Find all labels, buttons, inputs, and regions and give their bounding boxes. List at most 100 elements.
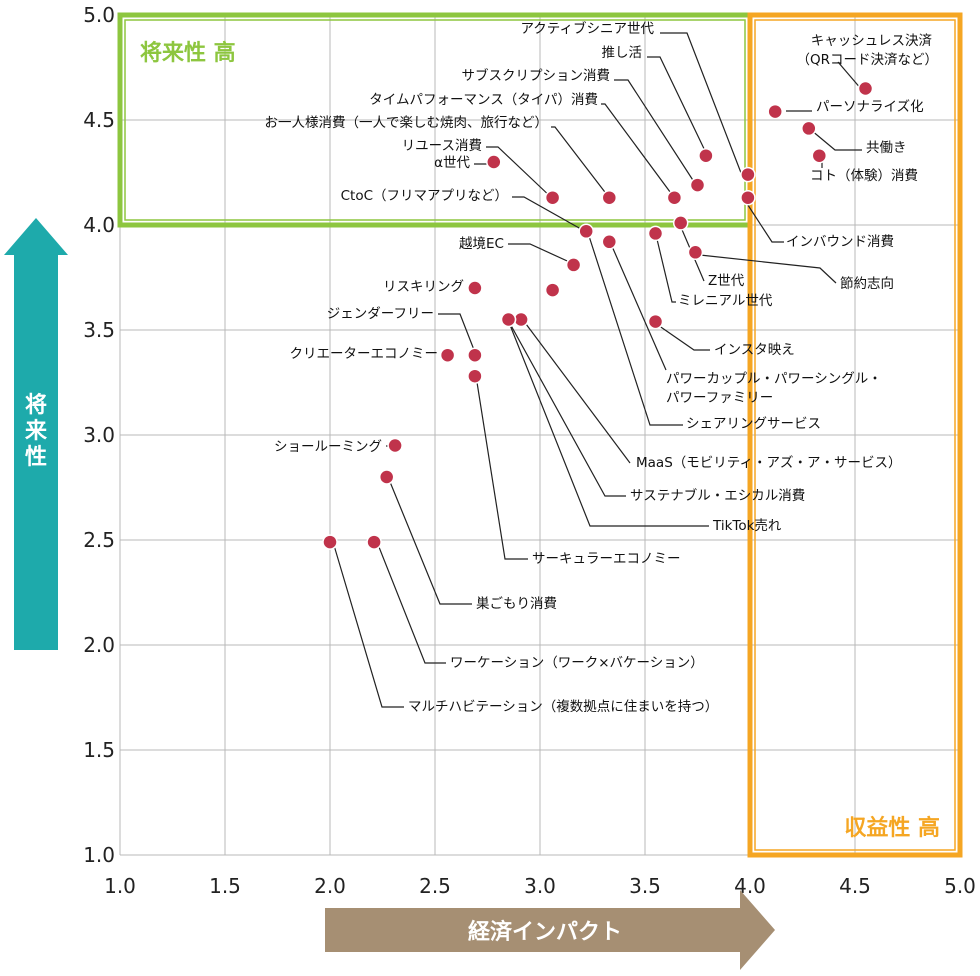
zone-future-inner-frame [124, 19, 746, 221]
point-label: サステナブル・エシカル消費 [630, 487, 805, 504]
tick-labels: 1.0 1.5 2.0 2.5 3.0 3.5 4.0 4.5 5.0 1.0 1.5 2.0 2.5 3… [83, 3, 976, 898]
data-point [811, 147, 828, 164]
point-label: MaaS（モビリティ・アズ・ア・サービス） [636, 455, 901, 471]
data-point [467, 368, 483, 384]
x-tick-label: 3.5 [629, 874, 661, 898]
data-point [647, 313, 664, 330]
point-label: サブスクリプション消費 [462, 67, 611, 84]
point-label: ジェンダーフリー [327, 306, 434, 322]
data-point [740, 166, 756, 183]
point-label: Z世代 [708, 273, 745, 289]
y-tick-label: 2.5 [83, 528, 115, 552]
point-label: ミレニアル世代 [678, 293, 773, 309]
point-label: α世代 [434, 155, 470, 171]
point-label: コト（体験）消費 [810, 168, 918, 184]
leader-line [810, 129, 862, 151]
data-point [486, 154, 502, 170]
leader-line [507, 319, 626, 497]
point-label: リユース消費 [402, 138, 482, 154]
point-label: シェアリングサービス [686, 416, 821, 432]
leader-line [551, 126, 612, 201]
x-axis-title: 経済インパクト [468, 919, 622, 945]
leader-line [743, 198, 784, 243]
point-label: インバウンド消費 [786, 234, 894, 250]
data-point [767, 103, 783, 120]
point-label: クリエーターエコノミー [290, 346, 439, 362]
leader-line [837, 61, 863, 91]
leader-line [647, 56, 709, 158]
leader-line [587, 232, 683, 426]
leader-line [475, 375, 528, 560]
leader-line [699, 254, 837, 284]
point-label: サーキュラーエコノミー [532, 551, 681, 567]
y-tick-label: 4.0 [83, 213, 115, 237]
leader-line [660, 32, 744, 179]
data-point [687, 244, 704, 261]
data-point [544, 282, 561, 298]
y-axis-arrow [4, 218, 68, 650]
data-point [666, 189, 683, 206]
x-tick-label: 1.5 [209, 874, 241, 898]
point-label: 共働き [866, 140, 907, 156]
data-point [378, 469, 395, 485]
point-label: 越境EC [459, 236, 504, 252]
zone-profit-inner-frame [754, 19, 956, 851]
leader-line [614, 79, 699, 189]
y-tick-label: 2.0 [83, 633, 115, 657]
point-label: 推し活 [602, 45, 643, 61]
data-point [857, 80, 874, 97]
leader-line [512, 196, 589, 234]
x-tick-label: 4.0 [734, 874, 766, 898]
grid [119, 14, 961, 856]
zone-future-label: 将来性 高 [140, 40, 236, 66]
point-label: ショールーミング [274, 439, 382, 455]
data-point [601, 189, 618, 206]
leader-line [438, 313, 477, 356]
y-tick-label: 5.0 [83, 3, 115, 27]
y-tick-label: 3.0 [83, 423, 115, 447]
leader-line [508, 243, 577, 266]
data-point [439, 347, 456, 363]
leader-line [507, 319, 709, 527]
leader-line [522, 319, 631, 464]
leader-line [655, 234, 676, 303]
x-tick-label: 1.0 [104, 874, 136, 898]
point-label-line2: （QRコード決済など） [796, 52, 938, 68]
leader-lines [332, 32, 863, 708]
point-label: パーソナライズ化 [816, 99, 924, 115]
point-label: アクティブシニア世代 [520, 20, 654, 37]
data-point [387, 437, 403, 454]
data-points [322, 80, 874, 550]
point-label-line2: パワーファミリー [666, 390, 773, 406]
point-label: お一人様消費（一人で楽しむ焼肉、旅行など） [265, 115, 549, 131]
data-point [801, 120, 817, 137]
y-tick-label: 1.0 [83, 843, 115, 867]
leader-line [610, 243, 667, 371]
data-point [698, 147, 714, 164]
point-label: リスキリング [383, 279, 464, 295]
point-label: タイムパフォーマンス（タイパ）消費 [369, 92, 598, 108]
point-label: TikTok売れ [712, 518, 782, 534]
x-tick-label: 3.0 [524, 874, 556, 898]
point-label: インスタ映え [714, 342, 795, 358]
data-point [322, 534, 338, 550]
y-tick-label: 3.5 [83, 318, 115, 342]
x-tick-label: 2.0 [314, 874, 346, 898]
leader-line [486, 146, 555, 201]
data-point [601, 234, 618, 250]
point-label: CtoC（フリマアプリなど） [341, 188, 508, 204]
data-point [500, 311, 517, 328]
y-axis-title: 将来性 [24, 392, 48, 470]
point-label: キャッシュレス決済 [811, 33, 933, 49]
leader-line [332, 541, 404, 708]
data-point [647, 225, 664, 242]
point-label: 巣ごもり消費 [476, 596, 557, 612]
leader-line [601, 103, 677, 201]
zone-profit-label: 収益性 高 [844, 815, 940, 841]
data-point [565, 257, 582, 273]
y-tick-label: 1.5 [83, 738, 115, 762]
leader-line [387, 476, 472, 605]
data-point [672, 215, 689, 231]
